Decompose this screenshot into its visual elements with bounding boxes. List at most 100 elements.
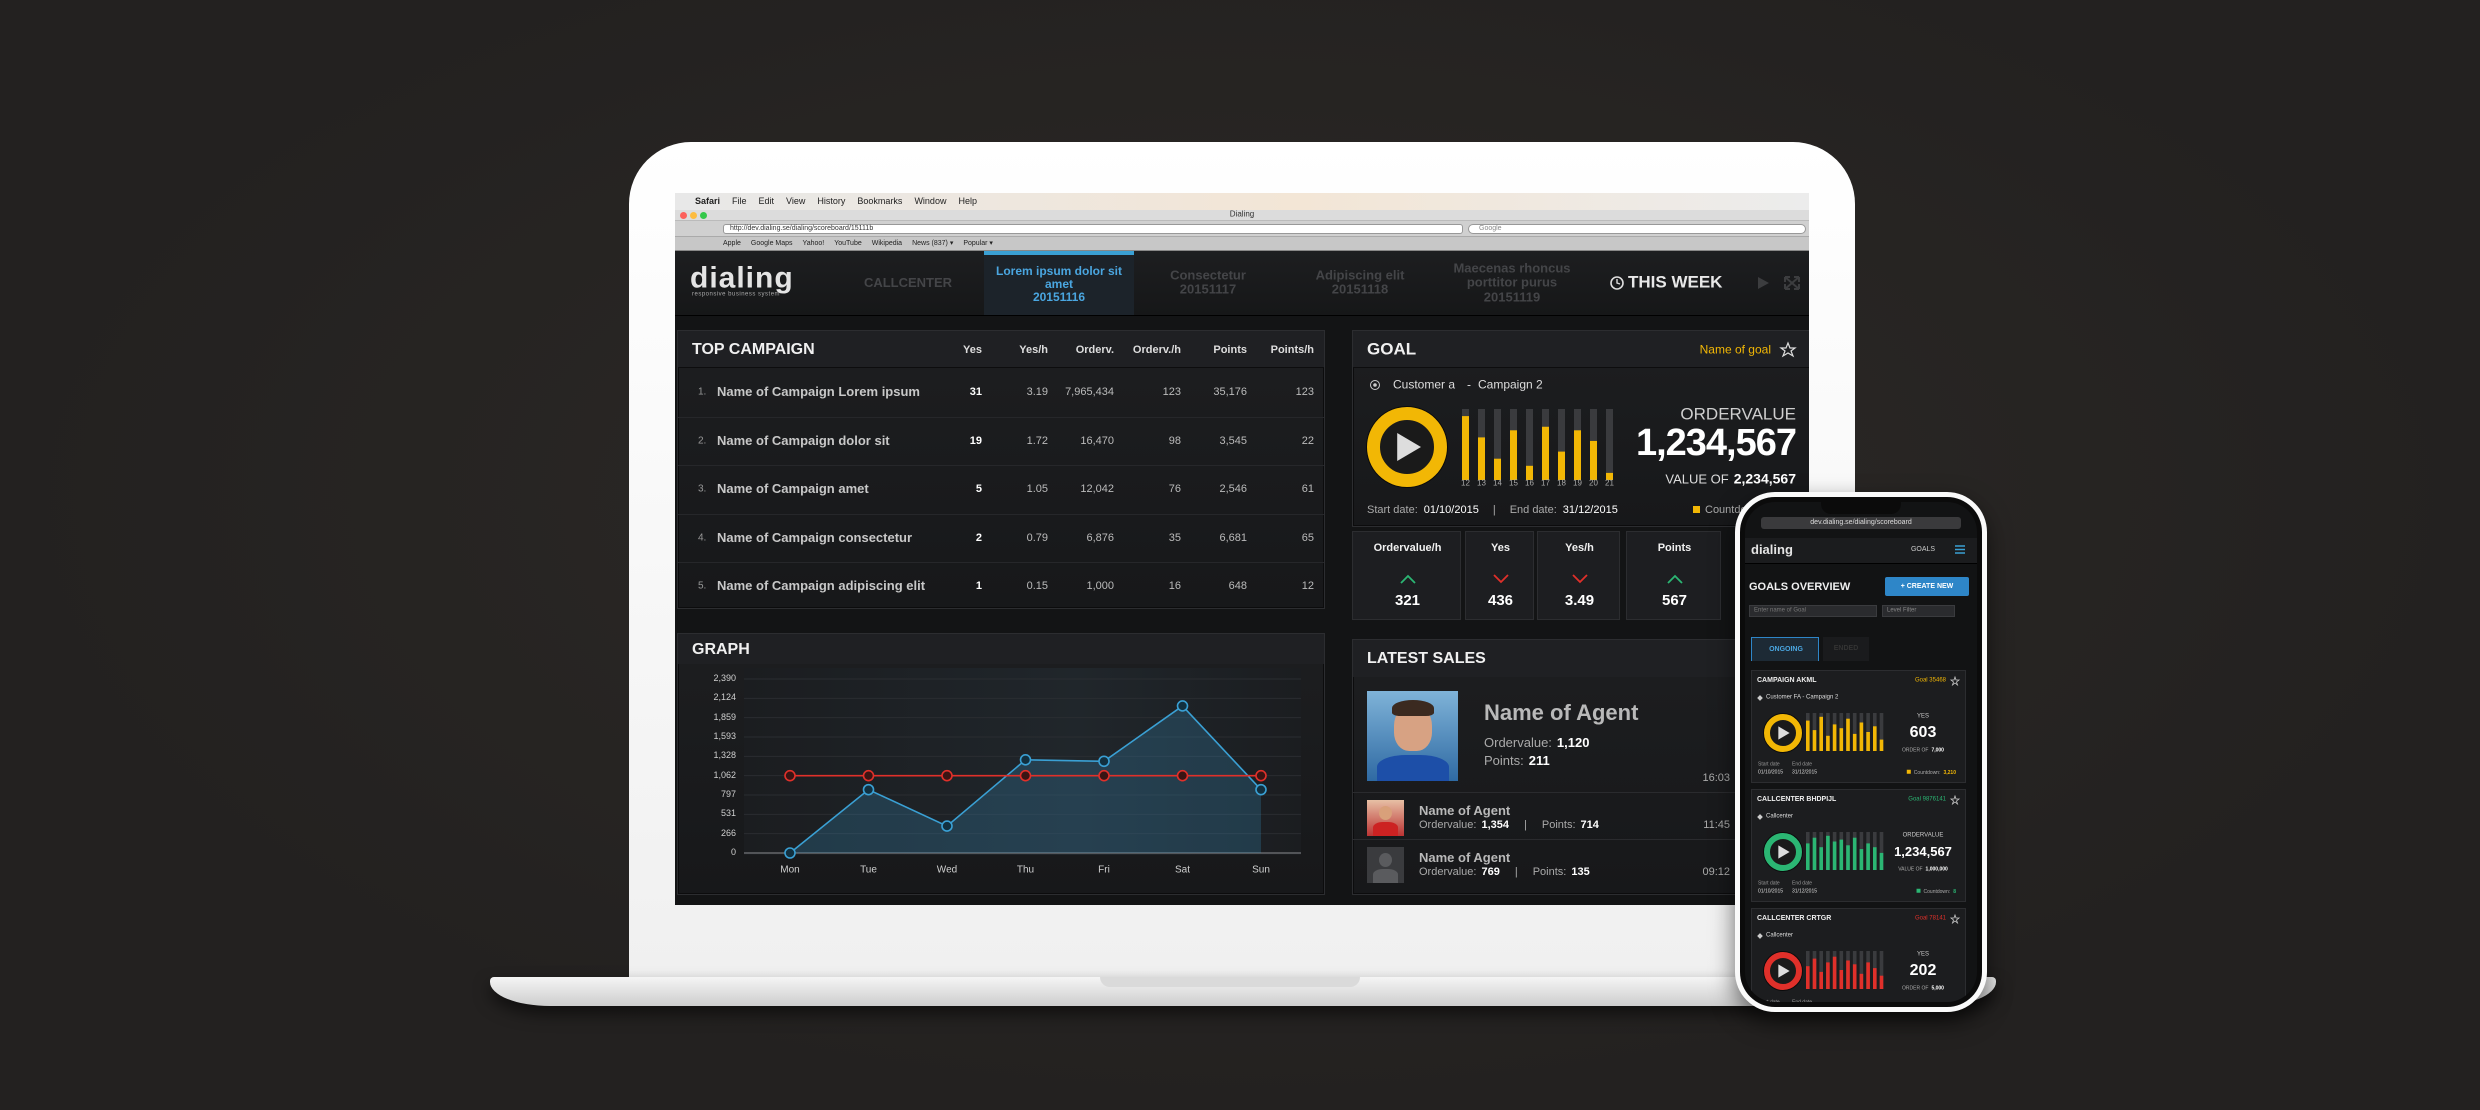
rank: 5.	[698, 580, 707, 592]
row-separator	[678, 562, 1324, 563]
cell: 16	[1168, 579, 1181, 592]
stat-box: Yes/h 3.49	[1537, 531, 1620, 620]
stat-box: Yes 436	[1465, 531, 1534, 620]
icon	[1666, 574, 1683, 584]
create-button[interactable]: + CREATE NEW	[1885, 577, 1969, 596]
cell: 2,546	[1219, 482, 1247, 495]
agent-points: Points: 211	[1484, 753, 1550, 768]
menu-item: Help	[958, 196, 977, 207]
bar	[1873, 968, 1877, 989]
url: dev.dialing.se/dialing/scoreboard	[1810, 519, 1912, 527]
tab-name: Lorem ipsum dolor sit amet	[995, 264, 1122, 292]
y-tick-label: 797	[720, 789, 736, 800]
cell: 16,470	[1080, 434, 1114, 447]
menu-item: Safari	[695, 196, 721, 207]
bar-track	[1494, 409, 1501, 480]
card-value: 1,234,567	[1894, 843, 1952, 859]
point	[1019, 769, 1032, 782]
agent-detail: Ordervalue: 769 | Points: 135	[1419, 866, 1590, 878]
cell: 6,876	[1086, 531, 1114, 544]
rank: 3.	[698, 483, 707, 495]
cell: 1.05	[1026, 482, 1048, 495]
icon	[1462, 409, 1613, 480]
tab-date: 20151116	[1032, 290, 1086, 305]
icon	[1949, 913, 1961, 925]
bar-track	[1826, 713, 1830, 751]
goal-card[interactable]: CALLCENTER CRTGR Goal 78141 Callcenter YES 2…	[1751, 908, 1966, 1002]
point	[1019, 754, 1032, 766]
menu-item: Window	[914, 196, 947, 207]
end-label: End date:	[1509, 503, 1557, 516]
star-icon	[1949, 675, 1961, 687]
column-header: Orderv./h	[1132, 343, 1181, 356]
x-tick-label: Fri	[1098, 864, 1110, 876]
search: Google	[1479, 225, 1502, 233]
label: Ordervalue:	[1484, 734, 1552, 750]
label: Points:	[1532, 865, 1567, 878]
point	[941, 820, 953, 832]
icon	[1806, 951, 1884, 989]
menu: Safari File Edit View History Bookmarks Window…	[695, 196, 977, 207]
goal-card[interactable]: CALLCENTER BHDPIJL Goal 9876141 Callcenter…	[1751, 789, 1966, 902]
row-separator	[1353, 792, 1771, 793]
value: 5,000	[1931, 985, 1944, 992]
card-value: 603	[1909, 724, 1937, 742]
cell: 31	[969, 385, 982, 398]
nav-tab[interactable]: CALLCENTER	[833, 251, 983, 315]
icon	[744, 678, 1301, 859]
rank: 2.	[698, 435, 707, 446]
app-header	[1745, 538, 1977, 564]
nav-tab[interactable]: Lorem ipsum dolor sit amet 20151116	[984, 251, 1134, 315]
search-input[interactable]: Enter name of Goal	[1749, 605, 1877, 617]
ring	[1764, 714, 1802, 752]
point	[784, 847, 796, 859]
cell: 6,681	[1219, 531, 1247, 544]
nav-tab[interactable]: Maecenas rhoncus porttitor purus 20151119	[1437, 251, 1587, 315]
cell: 0.15	[1026, 579, 1048, 592]
tab-label: Adipiscing elit 20151118	[1291, 268, 1429, 298]
cell: 5	[975, 482, 982, 495]
menu-item: File	[732, 196, 747, 207]
cell: 65	[1301, 531, 1314, 544]
icon	[1758, 276, 1800, 290]
campaign: Campaign 2	[1478, 377, 1543, 392]
photo-hair	[1392, 700, 1434, 716]
stat-box: Ordervalue/h 321	[1352, 531, 1461, 620]
value: 3,210	[1943, 769, 1956, 776]
panel-title: GOAL	[1367, 339, 1417, 359]
panel-header	[678, 331, 1324, 368]
goal-card[interactable]: CAMPAIGN AKML Goal 35468 Customer FA - Cam…	[1751, 670, 1966, 783]
countdown: Countdown: 3,210	[1906, 769, 1956, 777]
bar	[1826, 735, 1830, 751]
bar	[1879, 975, 1884, 989]
tab-label: ONGOING	[1769, 646, 1803, 654]
panel-title: TOP CAMPAIGN	[692, 341, 815, 359]
clock-hands	[1616, 279, 1621, 285]
day-label: 15	[1509, 478, 1518, 488]
menu-item: GOALS	[1910, 546, 1936, 554]
day-label: 21	[1605, 478, 1614, 488]
nav-tab[interactable]: Adipiscing elit 20151118	[1285, 251, 1435, 315]
y-tick-label: 2,124	[713, 692, 736, 703]
agent-ordervalue: Ordervalue: 1,120	[1484, 734, 1589, 750]
bar	[1839, 839, 1844, 870]
tab[interactable]: ENDED	[1823, 637, 1869, 661]
nav-tab[interactable]: Consectetur 20151117	[1133, 251, 1283, 315]
card-goal: Goal 35468	[1914, 677, 1946, 684]
end-label: End date	[1792, 761, 1813, 768]
star-icon	[1949, 913, 1961, 925]
tab[interactable]: ONGOING	[1751, 637, 1819, 661]
filter-select[interactable]: Level Filter	[1882, 605, 1955, 617]
card-target: ORDER OF 7,000	[1902, 748, 1944, 754]
sale-time: 11:45	[1703, 818, 1730, 831]
point	[1176, 700, 1189, 712]
cell: 7,965,434	[1065, 385, 1114, 398]
bar	[1846, 718, 1850, 751]
icon	[1778, 964, 1790, 978]
url-field: http://dev.dialing.se/dialing/scoreboard…	[723, 224, 1463, 234]
bar	[1819, 847, 1823, 870]
label: Ordervalue:	[1419, 865, 1477, 878]
cell: 19	[969, 434, 982, 447]
window-title: Dialing	[1229, 209, 1255, 219]
